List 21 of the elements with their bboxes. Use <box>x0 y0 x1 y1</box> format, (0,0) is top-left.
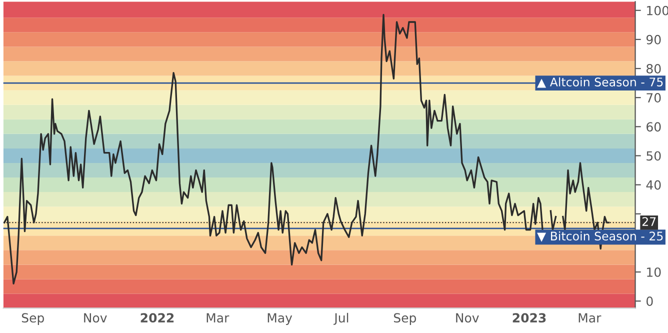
y-tick-label: 80 <box>646 64 661 74</box>
x-tick-label: May <box>268 313 292 325</box>
y-tick-label: 0 <box>646 296 653 306</box>
x-tick-label: Nov <box>84 313 107 323</box>
x-tick-label: Jul <box>334 312 348 325</box>
y-tick-label: 10 <box>647 267 661 277</box>
ref-line-label: 27 <box>642 217 656 226</box>
x-tick-label: 2022 <box>140 313 174 323</box>
x-tick-label: Mar <box>578 313 602 323</box>
y-tick-label: 90 <box>646 34 661 44</box>
y-tick-label: 60 <box>646 122 661 132</box>
x-tick-label: Nov <box>456 313 479 323</box>
y-tick-label: 70 <box>646 93 661 103</box>
y-tick-label: 40 <box>646 180 661 190</box>
x-tick-label: Sep <box>394 313 416 325</box>
x-tick-label: 2023 <box>512 313 546 323</box>
ref-line-label: ▼ Bitcoin Season - 25 <box>537 231 663 242</box>
x-tick-label: Sep <box>22 313 44 325</box>
ref-line-label: ▲ Altcoin Season - 75 <box>537 77 663 88</box>
x-tick-label: Mar <box>206 313 230 323</box>
y-tick-label: 50 <box>646 151 661 161</box>
